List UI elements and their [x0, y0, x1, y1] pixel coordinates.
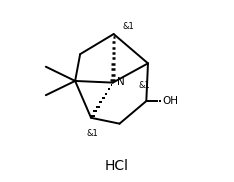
- Text: &1: &1: [86, 129, 98, 138]
- Text: &1: &1: [139, 81, 150, 90]
- Text: OH: OH: [163, 96, 179, 106]
- Text: &1: &1: [123, 22, 135, 31]
- Text: HCl: HCl: [105, 159, 129, 173]
- Text: N: N: [117, 77, 125, 87]
